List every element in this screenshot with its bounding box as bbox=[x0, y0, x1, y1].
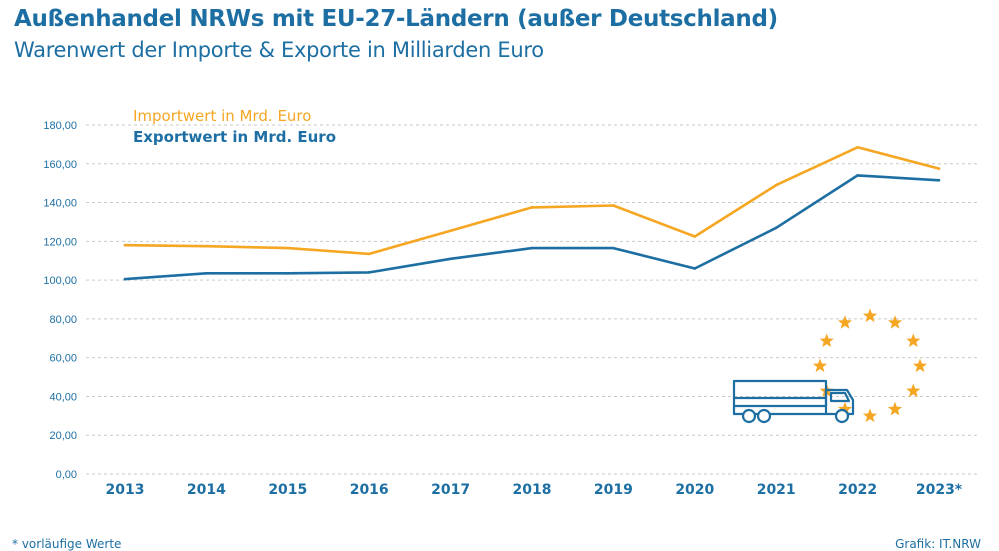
data-point bbox=[937, 167, 941, 170]
data-point bbox=[367, 271, 371, 274]
data-point bbox=[286, 246, 290, 250]
data-point bbox=[774, 226, 778, 230]
x-tick-label: 2020 bbox=[675, 482, 714, 498]
eu-star-icon bbox=[912, 358, 928, 373]
x-tick-label: 2017 bbox=[431, 482, 470, 498]
source-credit: Grafik: IT.NRW bbox=[895, 537, 981, 551]
y-tick-label: 20,00 bbox=[49, 430, 77, 442]
x-tick-label: 2021 bbox=[757, 482, 796, 498]
eu-star-icon bbox=[837, 401, 853, 416]
eu-star-icon bbox=[862, 408, 878, 423]
data-point bbox=[449, 229, 452, 232]
eu-star-icon bbox=[862, 308, 878, 323]
y-tick-label: 120,00 bbox=[43, 236, 77, 248]
y-tick-label: 0,00 bbox=[56, 469, 77, 481]
x-tick-label: 2014 bbox=[187, 482, 226, 498]
legend-entry: Importwert in Mrd. Euro bbox=[133, 107, 311, 125]
y-axis-ticks: 0,00 20,00 40,00 60,00 80,00 100,00 120,00 140,… bbox=[43, 120, 77, 481]
x-tick-label: 2022 bbox=[838, 482, 877, 498]
data-point bbox=[693, 267, 697, 270]
x-tick-label: 2023* bbox=[916, 482, 963, 498]
x-tick-label: 2013 bbox=[106, 482, 145, 498]
data-point bbox=[205, 272, 208, 275]
y-tick-label: 180,00 bbox=[43, 120, 77, 132]
eu-star-icon bbox=[906, 383, 921, 398]
data-point bbox=[123, 243, 127, 247]
x-tick-label: 2018 bbox=[513, 482, 552, 498]
data-point bbox=[774, 183, 778, 187]
data-point bbox=[856, 145, 859, 149]
legend-entry: Exportwert in Mrd. Euro bbox=[133, 128, 336, 146]
data-point bbox=[449, 257, 452, 261]
eu-star-icon bbox=[819, 333, 834, 348]
data-point bbox=[693, 235, 697, 238]
truck-icon bbox=[732, 379, 855, 424]
eu-star-icon bbox=[887, 401, 903, 416]
eu-star-icon bbox=[906, 333, 921, 348]
chart-subtitle: Warenwert der Importe & Exporte in Milli… bbox=[14, 38, 544, 62]
legend: Importwert in Mrd. Euro Exportwert in Mrd… bbox=[133, 107, 336, 146]
eu-stars-icon bbox=[812, 308, 928, 423]
footnote: * vorläufige Werte bbox=[12, 537, 122, 551]
data-point bbox=[530, 246, 534, 250]
eu-star-icon bbox=[887, 315, 903, 329]
grid-lines bbox=[86, 124, 978, 475]
eu-star-icon bbox=[837, 315, 853, 329]
data-point bbox=[937, 178, 941, 182]
series-lines bbox=[123, 145, 941, 281]
data-point bbox=[612, 246, 615, 250]
x-tick-label: 2019 bbox=[594, 482, 633, 498]
data-point bbox=[286, 272, 290, 275]
data-point bbox=[612, 204, 615, 207]
y-tick-label: 100,00 bbox=[43, 275, 77, 287]
y-tick-label: 40,00 bbox=[49, 391, 77, 403]
y-tick-label: 60,00 bbox=[49, 353, 77, 365]
data-point bbox=[123, 277, 127, 281]
chart-title: Außenhandel NRWs mit EU-27-Ländern (auße… bbox=[14, 6, 778, 32]
data-point bbox=[530, 206, 534, 209]
export-series-line bbox=[123, 174, 941, 281]
x-axis-ticks: 2013 2014 2015 2016 2017 2018 2019 2020 2021 2022… bbox=[106, 482, 963, 498]
y-tick-label: 160,00 bbox=[43, 159, 77, 171]
y-tick-label: 140,00 bbox=[43, 198, 77, 210]
eu-star-icon bbox=[812, 358, 828, 373]
data-point bbox=[856, 174, 859, 177]
x-tick-label: 2015 bbox=[268, 482, 307, 498]
data-point bbox=[367, 252, 371, 256]
data-point bbox=[205, 244, 208, 248]
x-tick-label: 2016 bbox=[350, 482, 389, 498]
y-tick-label: 80,00 bbox=[49, 314, 77, 326]
